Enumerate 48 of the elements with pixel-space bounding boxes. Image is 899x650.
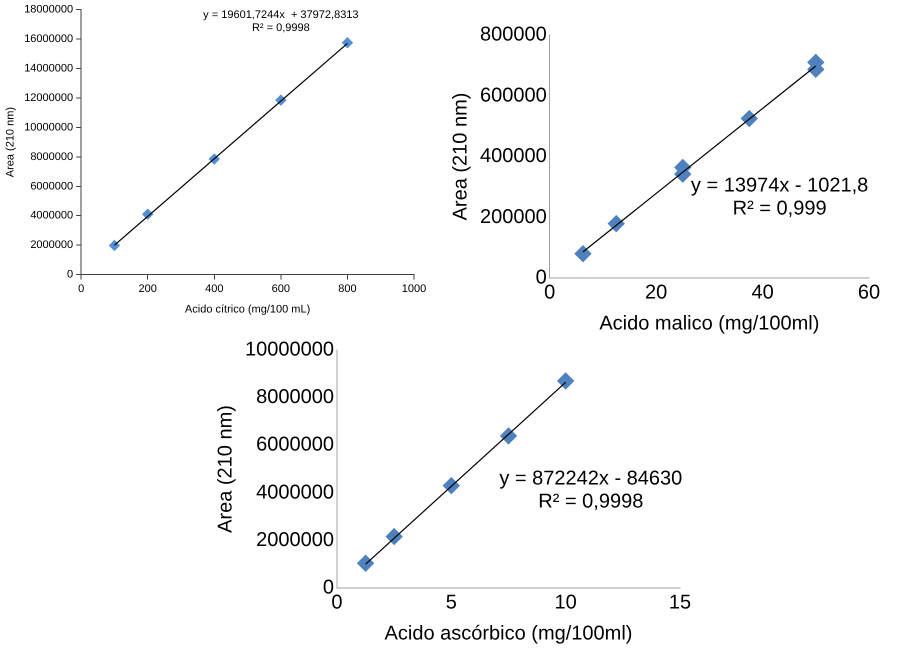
annotation: R² = 0,9998	[252, 22, 310, 34]
y-tick-label: 8000000	[30, 150, 74, 163]
annotation: R² = 0,9998	[538, 490, 644, 513]
x-tick-label: 10	[554, 592, 577, 614]
y-tick-label: 6000000	[256, 434, 334, 456]
point	[357, 554, 374, 572]
annotation: R² = 0,999	[732, 197, 827, 220]
y-tick-label: 8000000	[256, 386, 334, 408]
y-tick-label: 200000	[480, 206, 547, 228]
x-axis-title: Acido ascórbico (mg/100ml)	[384, 622, 632, 645]
x-tick-label: 40	[751, 282, 774, 304]
y-axis-title: Area (210 nm)	[214, 405, 237, 533]
point	[342, 37, 353, 48]
point	[108, 240, 120, 251]
y-tick-label: 16000000	[24, 33, 74, 46]
x-tick-label: 5	[446, 592, 457, 614]
x-tick-label: 60	[858, 282, 880, 304]
y-axis-title: Area (210 nm)	[4, 106, 17, 178]
point	[557, 372, 574, 390]
x-tick-label: 800	[338, 283, 357, 296]
x-tick-label: 0	[78, 283, 84, 296]
y-tick-label: 6000000	[30, 180, 74, 192]
annotation: y = 13974x - 1021,8	[690, 174, 868, 196]
y-axis-title: Area (210 nm)	[450, 92, 472, 220]
x-tick-label: 1000	[402, 283, 426, 296]
y-tick-label: 12000000	[24, 92, 74, 104]
y-tick-label: 10000000	[24, 121, 74, 134]
y-tick-label: 14000000	[24, 62, 74, 75]
annotation: y = 19601,7244x + 37972,8313	[203, 9, 359, 22]
x-tick-label: 15	[668, 592, 692, 614]
y-tick-label: 4000000	[30, 210, 74, 222]
y-tick-label: 10000000	[245, 338, 334, 361]
x-tick-label: 200	[138, 283, 157, 296]
y-tick-label: 2000000	[256, 528, 334, 551]
y-tick-label: 4000000	[256, 481, 334, 504]
y-tick-label: 400000	[480, 145, 547, 168]
y-tick-label: 600000	[480, 84, 547, 106]
y-tick-label: 18000000	[24, 4, 74, 16]
x-axis-title: Acido cítrico (mg/100 mL)	[184, 303, 310, 316]
annotation: y = 872242x - 84630	[499, 468, 682, 490]
y-tick-label: 0	[67, 268, 74, 281]
x-tick-label: 400	[205, 283, 224, 296]
point	[574, 245, 592, 262]
x-axis-title: Acido malico (mg/100ml)	[599, 312, 820, 335]
x-tick-label: 600	[272, 283, 290, 296]
x-tick-label: 20	[645, 282, 668, 304]
y-tick-label: 2000000	[30, 239, 74, 252]
y-tick-label: 800000	[480, 24, 547, 46]
